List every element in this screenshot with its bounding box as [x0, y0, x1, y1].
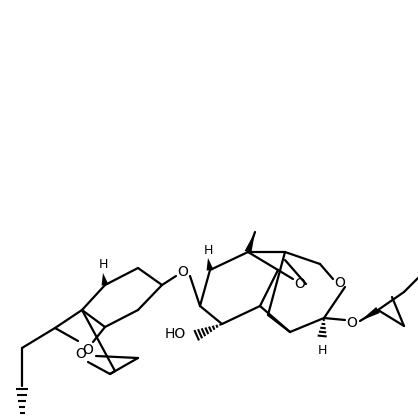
Polygon shape: [206, 258, 214, 270]
Text: O: O: [334, 276, 345, 290]
Polygon shape: [245, 232, 255, 253]
Text: O: O: [76, 347, 87, 361]
Text: O: O: [178, 265, 189, 279]
Text: H: H: [317, 344, 327, 357]
Polygon shape: [360, 307, 380, 321]
Text: H: H: [203, 244, 213, 257]
Polygon shape: [102, 273, 108, 285]
Text: O: O: [83, 343, 94, 357]
Text: H: H: [98, 258, 108, 272]
Text: HO: HO: [164, 327, 186, 341]
Text: O: O: [295, 277, 306, 291]
Text: O: O: [347, 316, 357, 330]
